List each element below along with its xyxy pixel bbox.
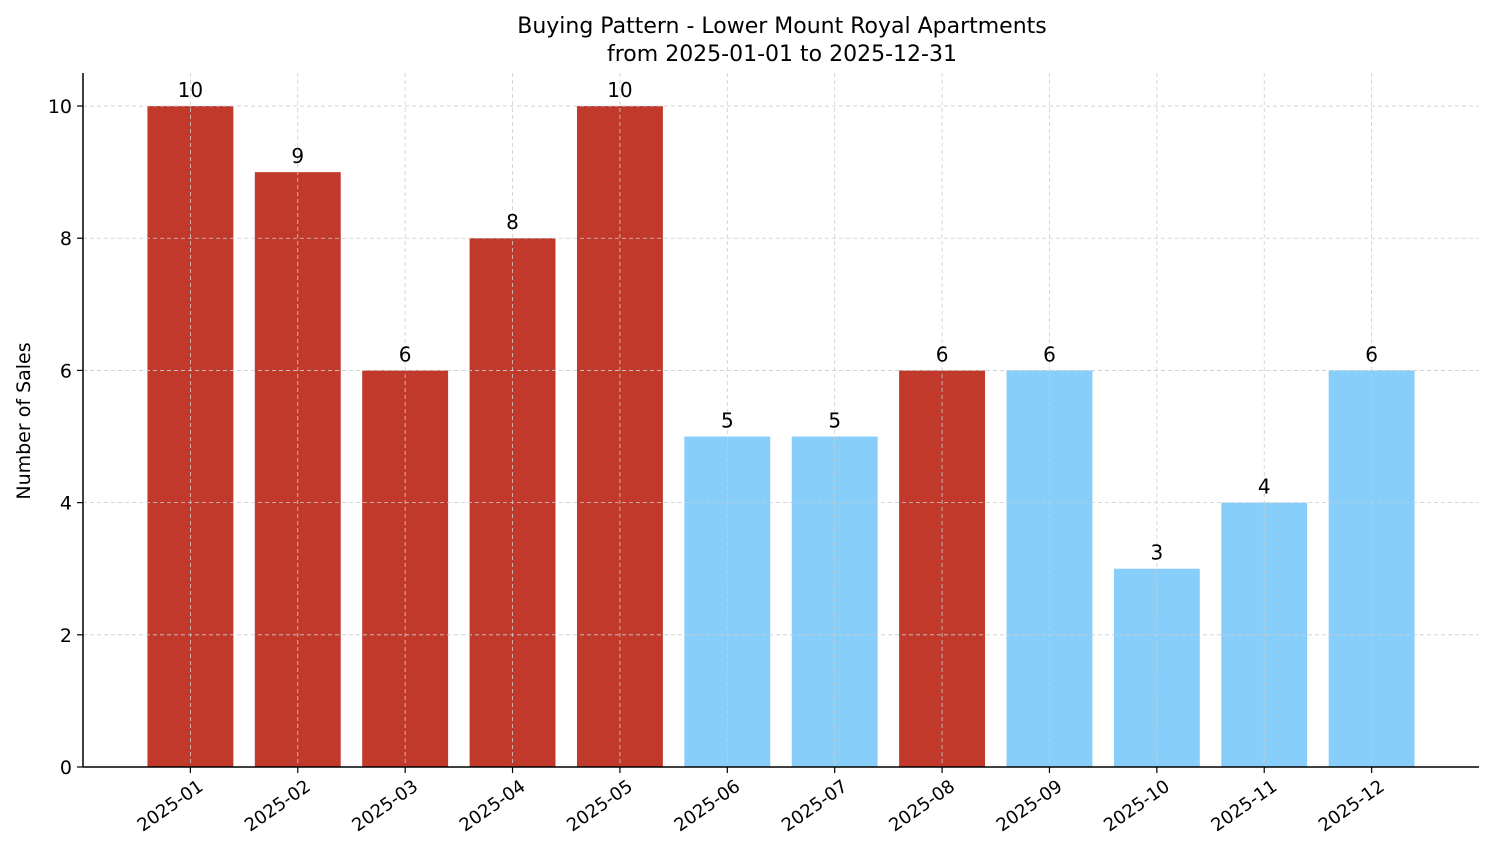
data-label-2025-08: 6 [936,342,949,366]
bar-2025-05 [576,106,663,768]
y-tick-label: 0 [60,757,72,779]
data-label-2025-10: 3 [1150,541,1163,565]
data-label-2025-11: 4 [1258,475,1271,499]
data-label-2025-03: 6 [399,342,412,366]
bar-2025-03 [362,370,449,767]
bar-2025-09 [1006,370,1093,767]
x-tick-label: 2025-10 [1100,776,1174,836]
x-tick-label: 2025-05 [563,776,637,836]
bar-2025-08 [899,370,986,767]
chart-title: Buying Pattern - Lower Mount Royal Apart… [517,14,1047,39]
x-tick-label: 2025-07 [778,776,852,836]
x-tick-label: 2025-06 [671,776,745,836]
bar-2025-12 [1328,370,1415,767]
x-tick-label: 2025-04 [456,776,530,836]
y-tick-label: 2 [60,625,72,647]
grid-group [83,73,1479,767]
data-label-2025-09: 6 [1043,342,1056,366]
data-label-2025-04: 8 [506,210,519,234]
y-tick-label: 4 [60,493,72,515]
y-axis-label: Number of Sales [13,342,35,499]
x-tick-label: 2025-09 [993,776,1067,836]
x-tick-label: 2025-01 [134,776,208,836]
y-tick-label: 10 [48,96,72,118]
data-label-2025-01: 10 [178,78,203,102]
data-label-2025-07: 5 [828,409,841,433]
data-label-2025-05: 10 [607,78,632,102]
y-tick-label: 8 [60,228,72,250]
data-label-2025-02: 9 [291,144,304,168]
data-labels-group: 10 9 6 8 10 5 5 6 6 3 4 6 [178,78,1378,565]
x-tick-label: 2025-08 [885,776,959,836]
data-label-2025-06: 5 [721,409,734,433]
chart-subtitle: from 2025-01-01 to 2025-12-31 [607,42,957,67]
bars-group [147,106,1415,768]
x-tick-label: 2025-02 [241,776,315,836]
x-tick-label: 2025-12 [1315,776,1389,836]
x-tick-label: 2025-03 [348,776,422,836]
y-tick-label: 6 [60,360,72,382]
bar-2025-01 [147,106,234,768]
x-tick-label: 2025-11 [1207,776,1281,836]
data-label-2025-12: 6 [1365,342,1378,366]
